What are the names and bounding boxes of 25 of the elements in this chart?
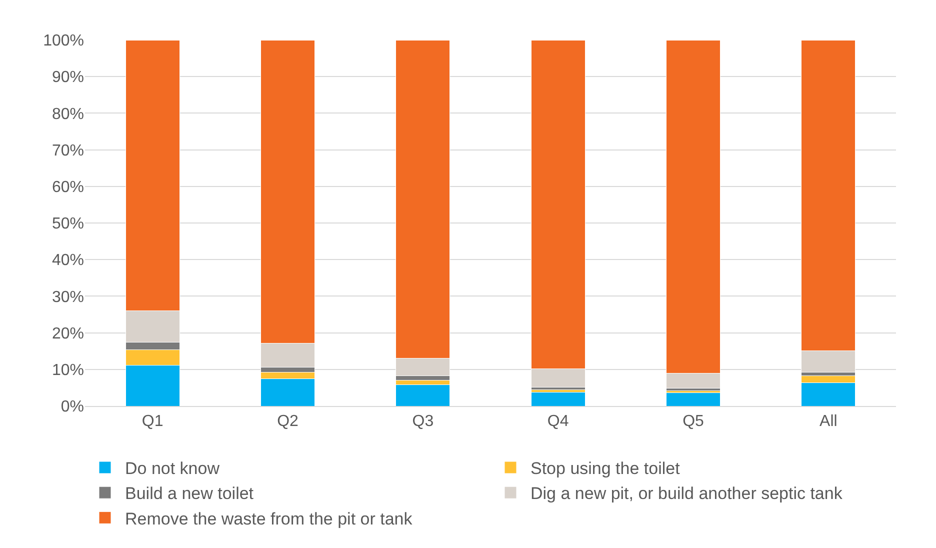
x-tick-label: All	[820, 413, 838, 430]
x-tick-label: Q2	[277, 413, 299, 430]
y-tick-label: 70%	[52, 142, 84, 160]
x-tick-label: Q3	[412, 413, 434, 430]
y-tick-label: 40%	[52, 252, 84, 270]
bar	[396, 384, 450, 406]
x-tick-label: Q5	[682, 413, 704, 430]
y-tick-label: 50%	[52, 216, 84, 233]
x-tick-label: Q1	[142, 413, 164, 430]
legend-label: Dig a new pit, or build another septic tank	[530, 484, 843, 504]
y-tick-label: 20%	[52, 325, 84, 342]
bar	[530, 392, 586, 406]
legend-label: Remove the waste from the pit or tank	[125, 509, 413, 528]
y-tick-label: 90%	[52, 69, 84, 86]
y-tick-label: 10%	[52, 362, 84, 379]
bar	[666, 392, 721, 406]
legend-label: Build a new toilet	[125, 484, 254, 504]
y-tick-label: 0%	[60, 398, 84, 416]
x-tick-label: Q4	[547, 413, 569, 430]
y-tick-label: 30%	[52, 288, 84, 306]
y-tick-label: 60%	[52, 179, 84, 196]
legend-label: Do not know	[125, 459, 220, 478]
y-tick-label: 100%	[43, 32, 84, 50]
legend-label: Stop using the toilet	[530, 459, 680, 478]
y-tick-label: 80%	[52, 106, 84, 123]
